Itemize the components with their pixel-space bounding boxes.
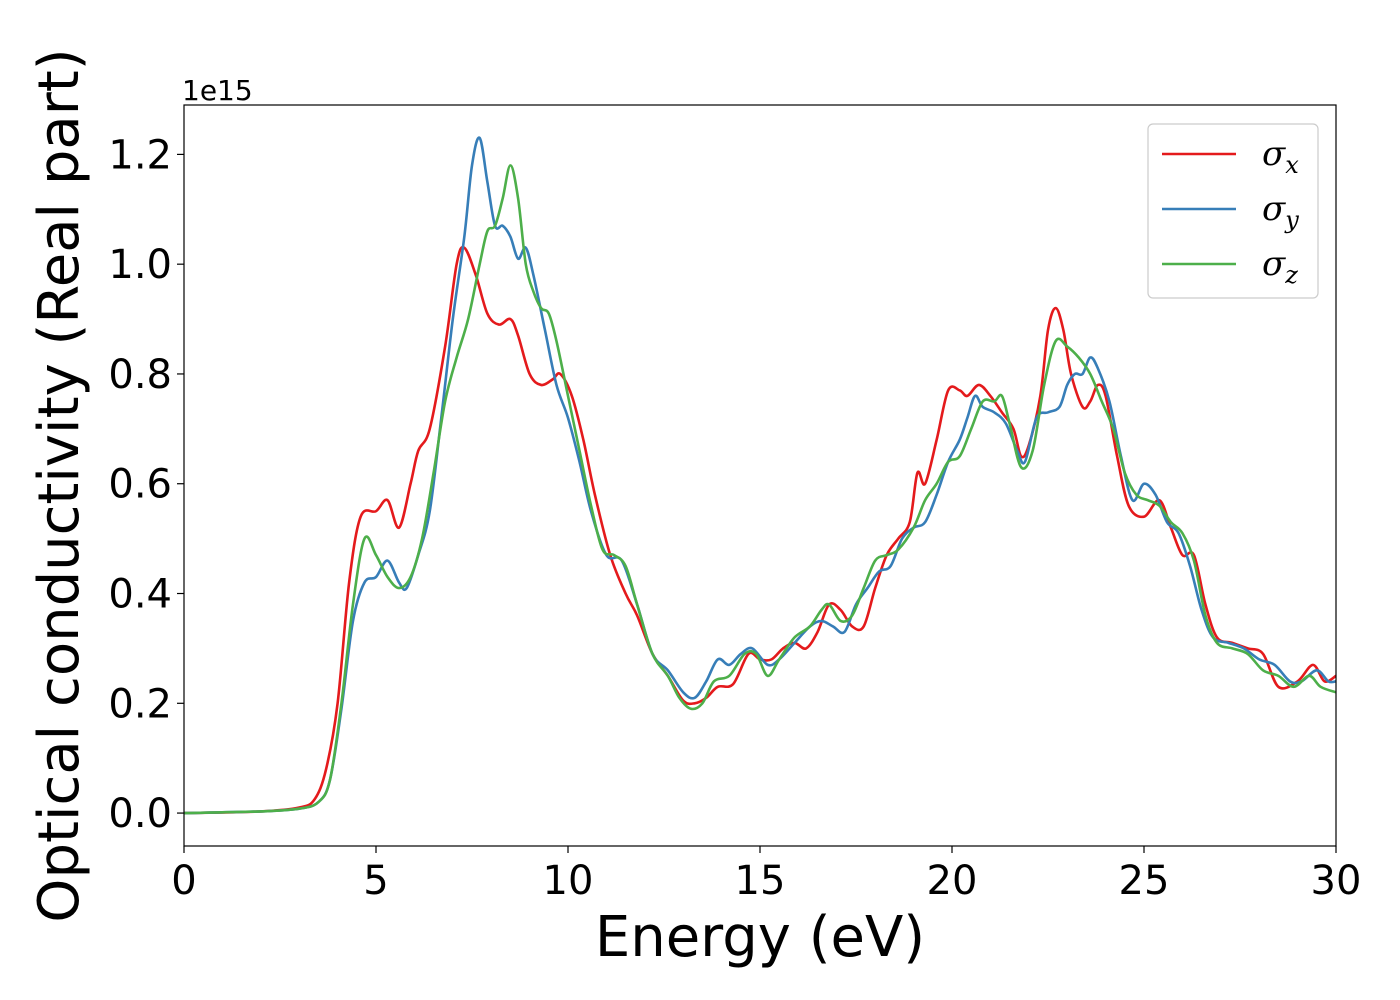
y-axis-title: Optical conductivity (Real part) bbox=[27, 48, 92, 922]
y-tick-label: 0.6 bbox=[108, 462, 172, 508]
y-tick-label: 0.2 bbox=[108, 681, 172, 727]
x-tick-label: 30 bbox=[1311, 858, 1362, 904]
x-tick-label: 20 bbox=[927, 858, 978, 904]
x-axis-ticks: 0 5 10 15 20 25 30 bbox=[171, 846, 1361, 904]
legend-box bbox=[1147, 123, 1319, 299]
y-tick-label: 1.2 bbox=[108, 132, 172, 178]
series-line-x bbox=[184, 245, 1336, 815]
y-offset-label: 1e15 bbox=[182, 74, 253, 107]
y-tick-label: 0.0 bbox=[108, 791, 172, 837]
y-tick-label: 0.8 bbox=[108, 352, 172, 398]
x-tick-label: 15 bbox=[735, 858, 786, 904]
series-layer bbox=[184, 136, 1336, 815]
legend-label-y: σy bbox=[1262, 189, 1299, 234]
x-tick-label: 0 bbox=[171, 858, 196, 904]
y-tick-label: 0.4 bbox=[108, 572, 172, 618]
y-tick-label: 1.0 bbox=[108, 242, 172, 288]
x-tick-label: 25 bbox=[1119, 858, 1170, 904]
y-axis-ticks: 0.0 0.2 0.4 0.6 0.8 1.0 1.2 bbox=[108, 132, 184, 837]
legend-label-z: σz bbox=[1262, 244, 1298, 289]
legend: σx σy σz bbox=[1147, 123, 1319, 299]
legend-label-x: σx bbox=[1262, 134, 1299, 179]
x-tick-label: 5 bbox=[363, 858, 388, 904]
x-tick-label: 10 bbox=[543, 858, 594, 904]
x-axis-title: Energy (eV) bbox=[595, 905, 925, 970]
series-line-z bbox=[184, 164, 1336, 815]
